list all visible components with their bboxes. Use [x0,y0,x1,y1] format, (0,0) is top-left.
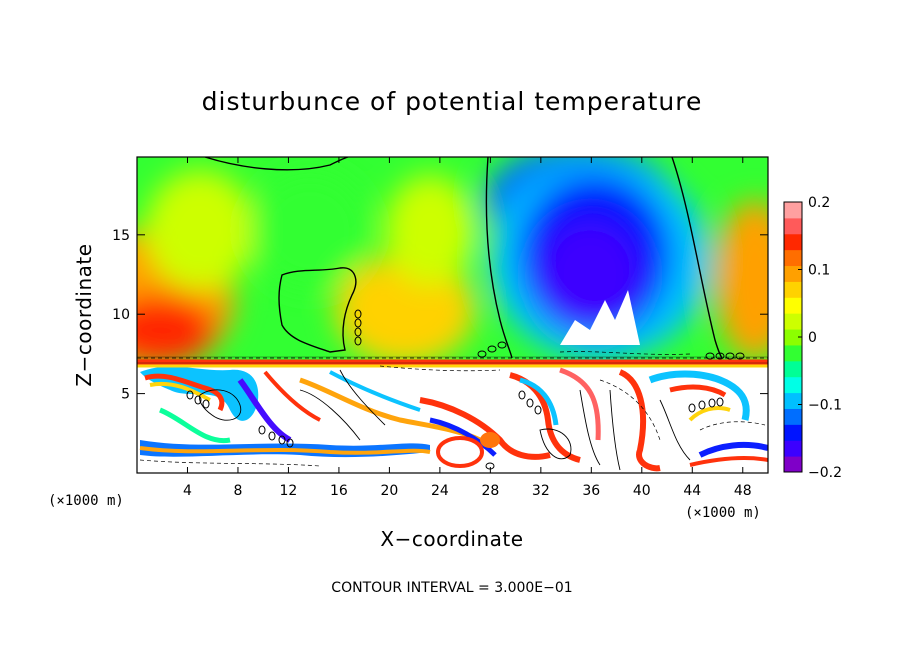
colorbar-swatch [784,392,802,409]
contour-labels [186,309,745,470]
x-axis-label: X−coordinate [380,527,523,551]
colorbar-swatch [784,440,802,457]
colorbar-tick-label: 0.1 [808,263,830,279]
colorbar: 0.2 0.1 0 −0.1 −0.2 [783,195,842,481]
y-axis: 5 10 15 [112,228,768,403]
contour-interval: CONTOUR INTERVAL = 3.000E−01 [331,580,572,596]
y-axis-label: Z−coordinate [72,243,96,386]
chart-title: disturbunce of potential temperature [202,87,703,116]
x-tick-label: 20 [380,483,398,499]
x-unit-right: (×1000 m) [685,505,761,521]
colorbar-swatch [784,313,802,330]
colorbar-swatch [784,376,802,394]
colorbar-swatch [784,360,802,378]
x-axis: 4 8 12 16 20 24 28 32 36 40 44 48 [183,157,752,499]
colorbar-swatch [784,265,802,282]
colorbar-swatch [784,217,802,235]
colorbar-swatch [784,424,802,441]
colorbar-tick-label: 0 [808,330,817,346]
colorbar-tick-label: −0.1 [808,398,842,414]
colorbar-swatch [784,408,802,425]
x-tick-label: 12 [280,483,298,499]
plot-area [137,157,768,473]
x-tick-label: 4 [183,483,192,499]
x-tick-label: 24 [431,483,449,499]
colorbar-swatch [784,249,802,267]
colorbar-swatch [784,233,802,251]
y-tick-label: 15 [112,228,130,244]
x-tick-label: 48 [734,483,752,499]
x-tick-label: 8 [233,483,242,499]
y-tick-label: 10 [112,307,130,323]
x-tick-label: 36 [582,483,600,499]
x-tick-label: 28 [481,483,499,499]
x-tick-label: 40 [633,483,651,499]
colorbar-swatch [784,456,802,473]
colorbar-swatch [784,281,802,298]
colorbar-swatch [784,297,802,314]
plot-frame [136,156,769,474]
colorbar-tick-label: 0.2 [808,195,830,211]
x-unit-left: (×1000 m) [48,493,124,509]
x-tick-label: 16 [330,483,348,499]
y-tick-label: 5 [121,387,130,403]
colorbar-swatch [784,344,802,362]
colorbar-tick-label: −0.2 [808,465,842,481]
x-tick-label: 44 [683,483,701,499]
x-tick-label: 32 [532,483,550,499]
colorbar-swatch [784,202,802,219]
colorbar-swatch [784,329,802,346]
